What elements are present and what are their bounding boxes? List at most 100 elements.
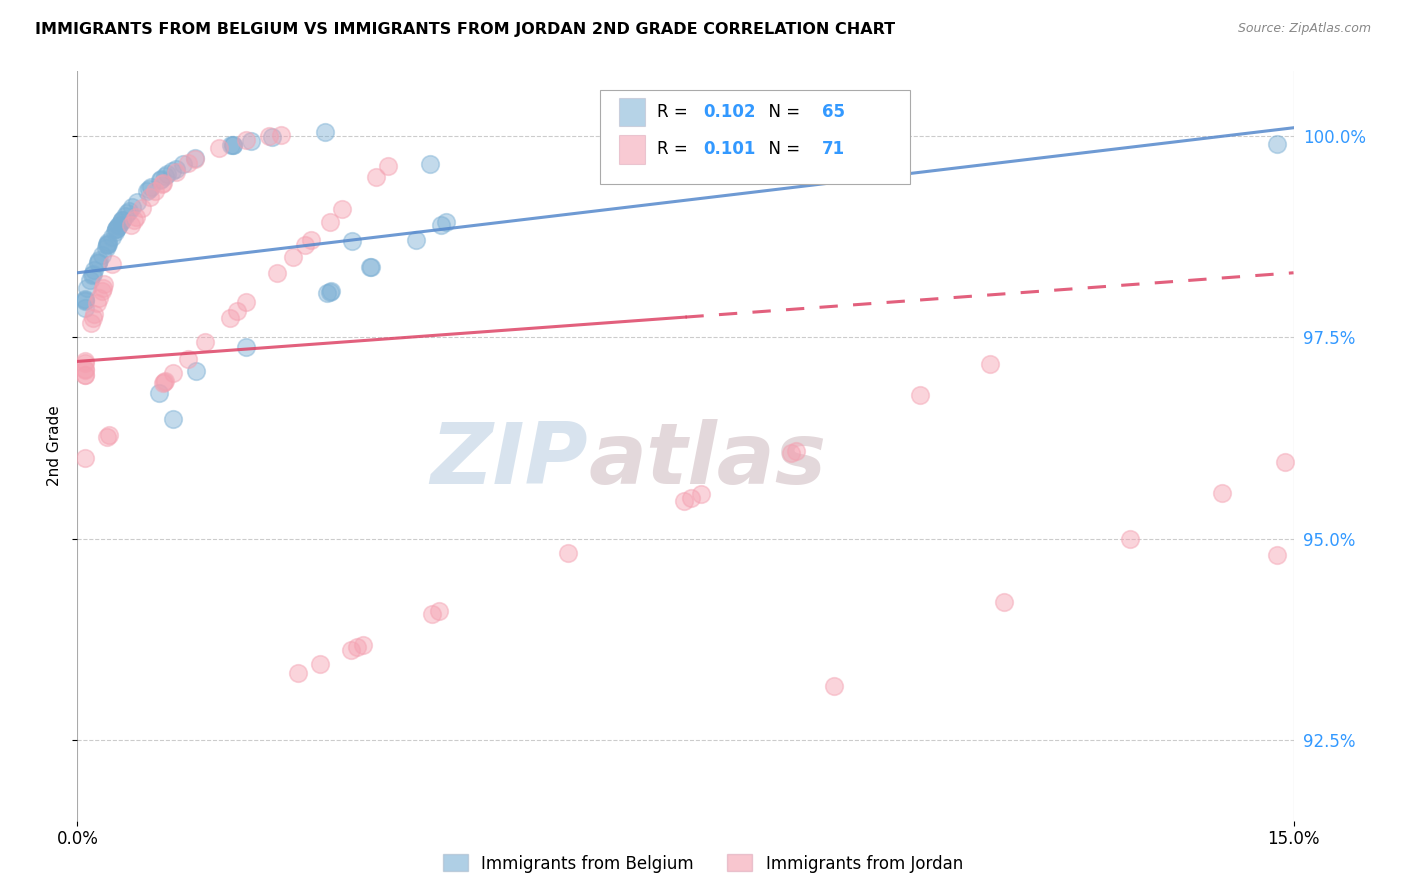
Point <box>82 268 104 282</box>
Point <box>89 291 111 305</box>
Point <box>260 130 283 145</box>
Point <box>105 222 128 236</box>
Point <box>131 201 153 215</box>
Point <box>80 316 103 330</box>
Point <box>96 430 118 444</box>
FancyBboxPatch shape <box>600 90 911 184</box>
Text: R =: R = <box>658 140 693 158</box>
Point <box>82 267 104 281</box>
Point <box>346 640 368 655</box>
Point <box>177 156 200 170</box>
Point <box>152 376 174 391</box>
Point <box>222 137 245 152</box>
Point <box>97 235 120 250</box>
Point <box>153 169 176 183</box>
Point <box>110 215 132 229</box>
Point <box>318 285 340 299</box>
Point <box>114 209 136 223</box>
Point <box>184 153 207 167</box>
Point <box>235 295 257 310</box>
Point <box>162 366 184 380</box>
Point <box>1119 533 1142 547</box>
Point <box>910 388 932 402</box>
Point <box>105 222 128 236</box>
Point <box>359 260 381 275</box>
Point <box>90 248 112 262</box>
Point <box>82 311 104 326</box>
Point <box>152 376 174 390</box>
Point <box>98 428 121 442</box>
Point <box>111 213 134 227</box>
Point <box>105 221 128 235</box>
Point <box>122 213 145 227</box>
Point <box>281 250 304 264</box>
Text: N =: N = <box>758 140 806 158</box>
Point <box>96 238 118 252</box>
Point <box>83 263 105 277</box>
Point <box>1265 136 1288 151</box>
Point <box>121 200 143 214</box>
Point <box>321 284 343 298</box>
Point <box>90 284 112 298</box>
Point <box>785 444 807 458</box>
Point <box>208 141 231 155</box>
Point <box>83 306 105 320</box>
Point <box>219 310 242 325</box>
Point <box>152 176 174 190</box>
Legend: Immigrants from Belgium, Immigrants from Jordan: Immigrants from Belgium, Immigrants from… <box>436 847 970 880</box>
Point <box>172 157 194 171</box>
Point <box>93 277 115 292</box>
Point <box>104 225 127 239</box>
Point <box>165 164 187 178</box>
Point <box>150 177 173 191</box>
Text: 0.102: 0.102 <box>703 103 756 120</box>
Point <box>222 137 245 152</box>
Point <box>143 184 166 198</box>
Point <box>107 219 129 234</box>
Text: N =: N = <box>758 103 806 120</box>
Point <box>75 356 97 370</box>
Point <box>318 214 340 228</box>
Text: IMMIGRANTS FROM BELGIUM VS IMMIGRANTS FROM JORDAN 2ND GRADE CORRELATION CHART: IMMIGRANTS FROM BELGIUM VS IMMIGRANTS FR… <box>35 22 896 37</box>
Point <box>149 172 172 186</box>
Text: ZIP: ZIP <box>430 419 588 502</box>
Point <box>689 486 711 500</box>
Point <box>86 296 108 310</box>
Point <box>342 235 364 249</box>
Point <box>162 163 184 178</box>
Point <box>1265 548 1288 562</box>
Point <box>75 368 97 383</box>
FancyBboxPatch shape <box>619 135 645 163</box>
Point <box>100 257 122 271</box>
Point <box>429 219 451 233</box>
Point <box>239 134 262 148</box>
Text: 65: 65 <box>821 103 845 120</box>
Point <box>420 607 443 621</box>
Point <box>108 218 131 232</box>
Point <box>672 494 695 508</box>
Point <box>219 138 242 153</box>
Point <box>75 293 97 307</box>
Point <box>156 167 179 181</box>
Point <box>419 157 441 171</box>
Point <box>308 657 330 671</box>
Point <box>177 351 200 366</box>
Point <box>979 357 1001 371</box>
Text: Source: ZipAtlas.com: Source: ZipAtlas.com <box>1237 22 1371 36</box>
Point <box>266 266 288 280</box>
Point <box>117 206 139 220</box>
Point <box>149 173 172 187</box>
Point <box>780 446 803 460</box>
Point <box>87 255 110 269</box>
Text: atlas: atlas <box>588 419 827 502</box>
Point <box>823 679 845 693</box>
Point <box>364 169 387 184</box>
Point <box>287 666 309 681</box>
Point <box>1274 455 1296 469</box>
Point <box>165 161 187 176</box>
Point <box>91 281 114 295</box>
Point <box>96 237 118 252</box>
Text: 71: 71 <box>821 140 845 158</box>
Point <box>139 190 162 204</box>
Point <box>94 241 117 255</box>
